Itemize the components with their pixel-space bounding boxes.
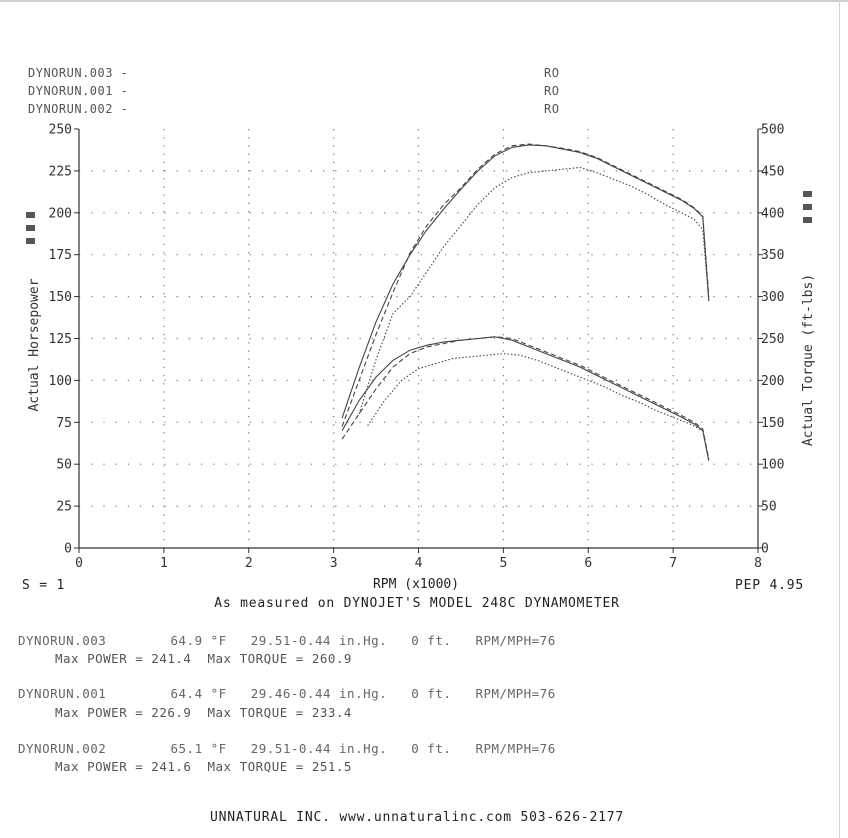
series-line-dynorun-003-power — [341, 336, 710, 461]
right-tick-label: 350 — [761, 248, 784, 263]
series-line-dynorun-002-power — [341, 336, 710, 460]
x-axis-label: RPM (x1000) — [373, 577, 459, 592]
scale-indicator: S = 1 — [22, 578, 66, 593]
right-tick-label: 150 — [761, 416, 784, 431]
x-tick-label: 0 — [75, 556, 83, 571]
right-y-axis-label: Actual Torque (ft-lbs) — [801, 274, 816, 446]
paper-right-edge — [839, 0, 840, 838]
x-tick-label: 8 — [754, 556, 762, 571]
series-line-dynorun-001-power — [367, 353, 710, 461]
left-tick-label: 200 — [49, 206, 72, 221]
x-tick-label: 3 — [330, 556, 338, 571]
right-tick-label: 200 — [761, 374, 784, 389]
footer-contact: UNNATURAL INC. www.unnaturalinc.com 503-… — [209, 810, 625, 825]
left-tick-label: 100 — [49, 374, 72, 389]
left-tick-label: 50 — [56, 458, 72, 473]
left-tick-label: 250 — [49, 123, 72, 138]
axis-labels: RPM (x1000) Actual Horsepower Actual Tor… — [27, 274, 816, 592]
legend-run-003: DYNORUN.003 - — [28, 66, 129, 80]
x-tick-label: 5 — [499, 556, 507, 571]
left-tick-label: 0 — [64, 542, 72, 557]
legend-tag-001: RO — [544, 84, 560, 98]
left-tick-label: 25 — [56, 500, 72, 515]
chart-series — [341, 143, 710, 461]
left-marker-icons — [26, 212, 35, 244]
left-tick-label: 125 — [49, 332, 72, 347]
left-tick-label: 150 — [49, 290, 72, 305]
left-tick-label: 175 — [49, 248, 72, 263]
legend-run-001: DYNORUN.001 - — [28, 84, 129, 98]
series-line-dynorun-002-torque — [341, 143, 710, 427]
x-tick-label: 7 — [669, 556, 677, 571]
right-tick-label: 300 — [761, 290, 784, 305]
right-tick-label: 50 — [761, 500, 777, 515]
paper-top-edge — [0, 0, 848, 2]
chart-grid — [79, 129, 758, 548]
right-tick-label: 100 — [761, 458, 784, 473]
x-tick-label: 2 — [245, 556, 253, 571]
x-tick-label: 4 — [415, 556, 423, 571]
pep-indicator: PEP 4.95 — [735, 578, 805, 593]
left-tick-label: 75 — [56, 416, 72, 431]
run-003-conditions: DYNORUN.003 64.9 °F 29.51-0.44 in.Hg. 0 … — [18, 633, 556, 648]
left-y-axis-label: Actual Horsepower — [27, 278, 42, 411]
axis-ticks: 0 1 2 3 4 5 6 7 80255075100125150175200225250050… — [49, 123, 785, 572]
run-003-max: Max POWER = 241.4 Max TORQUE = 260.9 — [55, 651, 352, 666]
right-tick-label: 250 — [761, 332, 784, 347]
right-tick-label: 500 — [761, 123, 784, 138]
right-marker-icons — [803, 191, 812, 223]
legend-run-002: DYNORUN.002 - — [28, 102, 129, 116]
right-tick-label: 0 — [761, 542, 769, 557]
run-002-max: Max POWER = 241.6 Max TORQUE = 251.5 — [55, 759, 352, 774]
left-tick-label: 225 — [49, 164, 72, 179]
run-001-conditions: DYNORUN.001 64.4 °F 29.46-0.44 in.Hg. 0 … — [18, 686, 556, 701]
x-tick-label: 1 — [160, 556, 168, 571]
legend-tag-002: RO — [544, 102, 560, 116]
dyno-caption: As measured on DYNOJET'S MODEL 248C DYNA… — [214, 596, 620, 611]
right-tick-label: 450 — [761, 164, 784, 179]
right-tick-label: 400 — [761, 206, 784, 221]
run-002-conditions: DYNORUN.002 65.1 °F 29.51-0.44 in.Hg. 0 … — [18, 741, 556, 756]
run-001-max: Max POWER = 226.9 Max TORQUE = 233.4 — [55, 705, 352, 720]
x-tick-label: 6 — [584, 556, 592, 571]
series-line-dynorun-001-torque — [358, 166, 710, 415]
legend-tag-003: RO — [544, 66, 560, 80]
dyno-chart: 0 1 2 3 4 5 6 7 80255075100125150175200225250050… — [26, 123, 816, 592]
